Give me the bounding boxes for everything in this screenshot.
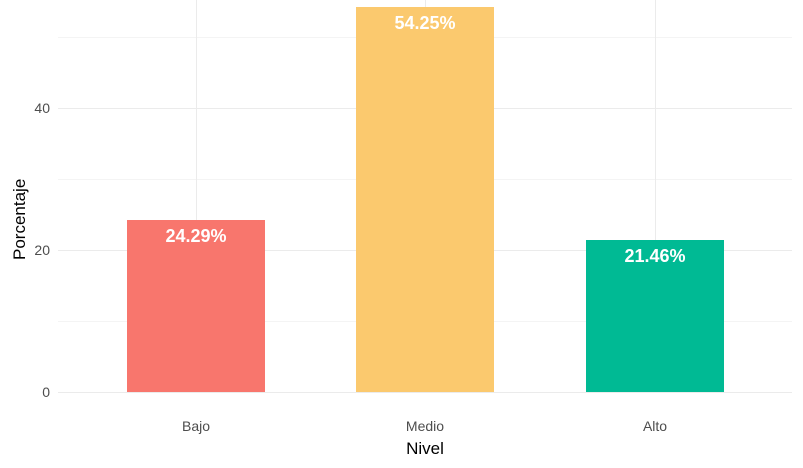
x-axis-title: Nivel xyxy=(406,439,444,458)
bar-alto: 21.46% xyxy=(586,239,724,392)
xtick-medio: Medio xyxy=(405,418,445,434)
ytick-0: 0 xyxy=(42,384,50,400)
bar-label-alto: 21.46% xyxy=(624,245,686,266)
ytick-40: 40 xyxy=(34,100,50,116)
vgridline-alto xyxy=(655,0,656,392)
gridline-0 xyxy=(58,392,792,393)
bar-label-bajo: 24.29% xyxy=(165,225,227,246)
bar-medio: 54.25% xyxy=(356,6,494,392)
bar-label-medio: 54.25% xyxy=(394,12,456,33)
xtick-alto: Alto xyxy=(642,418,668,434)
bar-bajo: 24.29% xyxy=(127,219,265,392)
plot-area: 24.29% 54.25% 21.46% xyxy=(58,0,792,393)
ytick-20: 20 xyxy=(34,242,50,258)
xtick-bajo: Bajo xyxy=(181,418,211,434)
y-axis-title: Porcentaje xyxy=(10,178,29,260)
vgridline-bajo xyxy=(196,0,197,392)
